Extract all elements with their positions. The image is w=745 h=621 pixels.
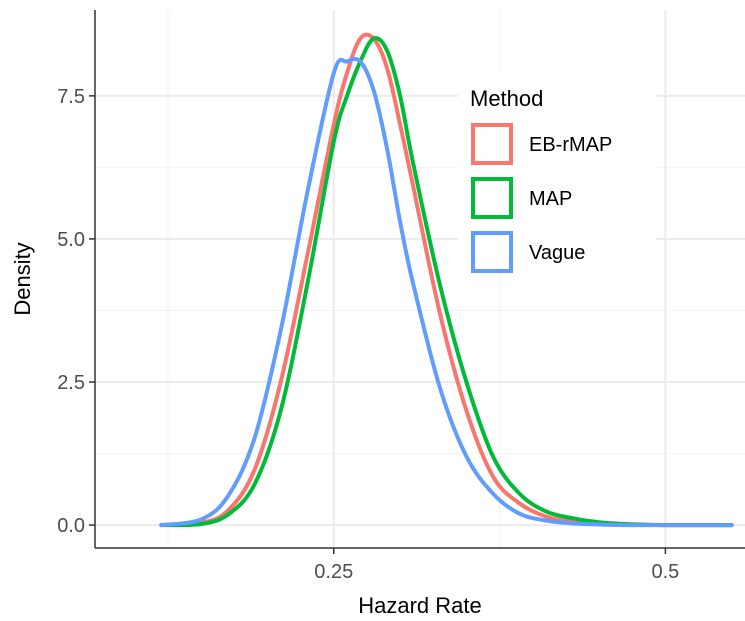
legend-label: MAP — [529, 188, 572, 210]
legend-title: Method — [470, 86, 543, 111]
series-lines — [159, 32, 734, 528]
legend-label: Vague — [529, 242, 585, 264]
y-tick-label: 5.0 — [57, 229, 85, 251]
legend-key-eb-rmap — [471, 123, 513, 165]
y-axis-title: Density — [10, 242, 35, 315]
x-tick-label: 0.25 — [314, 561, 353, 583]
y-tick-label: 0.0 — [57, 515, 85, 537]
legend-label: EB-rMAP — [529, 134, 612, 156]
x-axis-title: Hazard Rate — [358, 593, 482, 618]
series-line-vague — [159, 56, 734, 528]
axes: 0.0 2.5 5.0 7.5 0.25 0.5 — [57, 10, 745, 583]
legend-key-map — [471, 177, 513, 219]
legend: Method EB-rMAP MAP Vague — [470, 86, 612, 273]
x-tick-label: 0.5 — [652, 561, 680, 583]
legend-key-vague — [471, 231, 513, 273]
series-line-map — [159, 36, 734, 528]
y-tick-label: 7.5 — [57, 86, 85, 108]
y-tick-label: 2.5 — [57, 372, 85, 394]
